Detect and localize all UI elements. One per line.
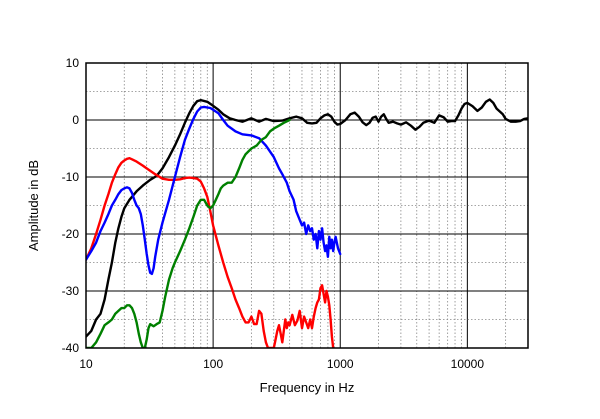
series-line-blue: [86, 105, 342, 276]
y-tick-label: 10: [66, 56, 80, 70]
y-tick-label: -10: [62, 170, 80, 184]
data-series: [86, 98, 528, 348]
series-line-black: [86, 98, 528, 338]
x-tick-label: 100: [203, 357, 223, 371]
plot-frame: [85, 62, 529, 349]
series-line-red: [86, 157, 335, 348]
x-tick-label: 1000: [327, 357, 354, 371]
x-tick-label: 10000: [451, 357, 485, 371]
y-tick-label: -20: [62, 227, 80, 241]
y-tick-label: -30: [62, 284, 80, 298]
x-axis-title: Frequency in Hz: [260, 380, 355, 395]
series-line-green: [86, 118, 291, 348]
y-axis-title: Amplitude in dB: [26, 160, 41, 251]
y-tick-label: 0: [72, 113, 79, 127]
x-tick-label: 10: [79, 357, 93, 371]
y-tick-label: -40: [62, 341, 80, 355]
